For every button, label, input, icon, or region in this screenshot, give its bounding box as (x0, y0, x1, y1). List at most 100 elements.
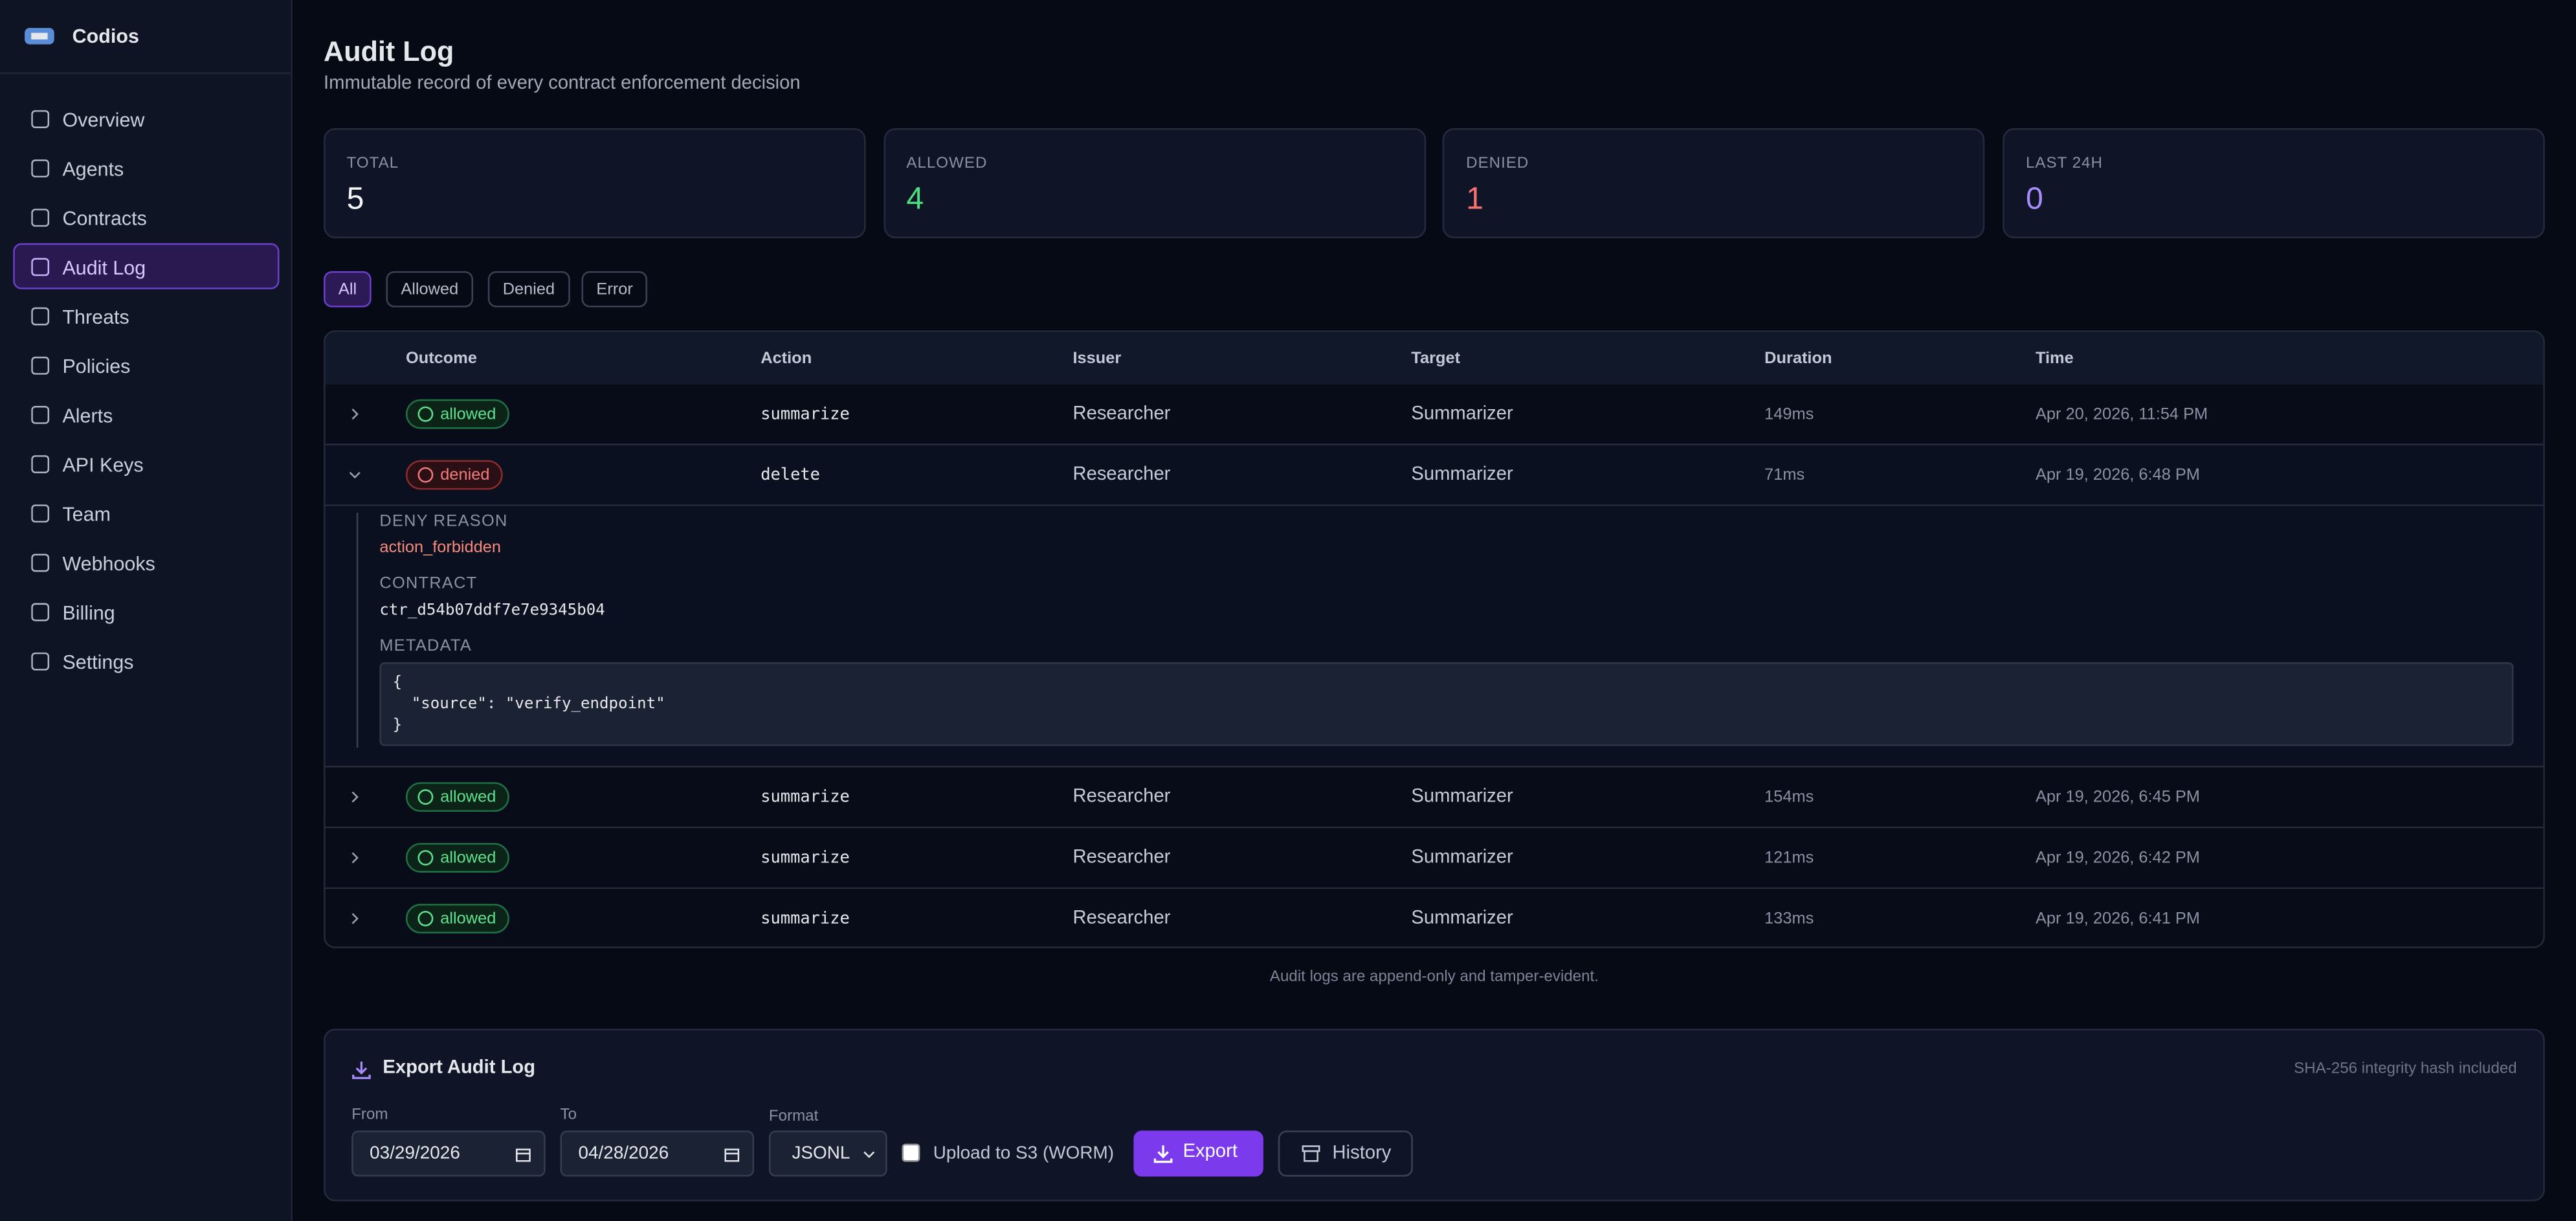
stat-card: ALLOWED 4 (883, 128, 1426, 239)
logo (25, 28, 54, 45)
nav-icon (31, 208, 50, 227)
nav-icon (31, 603, 50, 622)
format-value: JSONL (792, 1143, 850, 1164)
nav-item[interactable]: Agents (13, 144, 279, 190)
stat-label: DENIED (1466, 154, 1529, 173)
column-header: Issuer (1072, 350, 1122, 368)
s3-label: Upload to S3 (WORM) (933, 1143, 1115, 1164)
nav-item[interactable]: Contracts (13, 194, 279, 240)
to-label: To (560, 1106, 577, 1125)
archive-icon (1302, 1145, 1320, 1162)
nav-label: API Keys (62, 453, 144, 477)
issuer: Researcher (1072, 404, 1171, 424)
nav-item[interactable]: API Keys (13, 440, 279, 486)
filter-button[interactable]: Allowed (386, 271, 474, 308)
from-label: From (351, 1106, 388, 1125)
chevron (351, 409, 359, 420)
outcome-text: allowed (440, 789, 496, 807)
nav-item[interactable]: Settings (13, 638, 279, 684)
detail-bar (356, 512, 359, 748)
outcome-icon (417, 406, 434, 422)
time: Apr 19, 2026, 6:48 PM (2035, 466, 2200, 485)
nav-label: Webhooks (62, 552, 155, 576)
outcome-badge: allowed (405, 782, 509, 812)
outcome-badge: allowed (405, 843, 509, 873)
metadata: { "source": "verify_endpoint" } (379, 662, 2514, 746)
nav-label: Agents (62, 157, 124, 181)
action: summarize (761, 910, 850, 929)
download-icon (352, 1061, 371, 1079)
nav-icon (31, 405, 50, 424)
expanded-details: DENY REASON action_forbidden CONTRACT ctr_d… (325, 506, 2544, 768)
table-row[interactable]: allowed summarize Researcher Summarizer 121m… (325, 828, 2544, 890)
nav-icon (31, 258, 50, 276)
outcome-text: allowed (440, 405, 496, 424)
stat-card: TOTAL 5 (324, 128, 866, 239)
contract-id: ctr_d54b07ddf7e7e9345b04 (379, 601, 605, 620)
column-header: Action (761, 350, 812, 368)
sidebar: Codios Overview Agents Contracts Audit Log T… (0, 0, 293, 1221)
nav-label: Team (62, 502, 111, 526)
action: summarize (761, 789, 850, 807)
column-header: Outcome (405, 350, 477, 368)
column-header: Duration (1764, 350, 1832, 368)
target: Summarizer (1411, 465, 1513, 485)
outcome-text: allowed (440, 910, 496, 929)
nav-icon (31, 554, 50, 572)
format-select[interactable]: JSONL (768, 1130, 887, 1177)
nav-icon (31, 110, 50, 128)
outcome-badge: denied (405, 460, 503, 490)
to-input[interactable]: 04/28/2026 (560, 1130, 755, 1177)
nav-item[interactable]: Alerts (13, 391, 279, 437)
issuer: Researcher (1072, 465, 1171, 485)
table-row[interactable]: allowed summarize Researcher Summarizer 133m… (325, 889, 2544, 947)
history-button[interactable]: History (1278, 1130, 1413, 1177)
nav-item[interactable]: Overview (13, 95, 279, 141)
duration: 133ms (1764, 910, 1814, 929)
export-panel: Export Audit Log SHA-256 integrity hash … (324, 1028, 2545, 1202)
column-header: Time (2035, 350, 2074, 368)
nav-icon (31, 159, 50, 178)
table-row[interactable]: denied delete Researcher Summarizer 71ms Apr … (325, 445, 2544, 506)
nav-icon (31, 356, 50, 375)
nav-item[interactable]: Billing (13, 588, 279, 634)
s3-checkbox[interactable] (902, 1143, 920, 1162)
table-row[interactable]: allowed summarize Researcher Summarizer 154m… (325, 767, 2544, 829)
from-value: 03/29/2026 (370, 1143, 460, 1164)
stat-card: DENIED 1 (1443, 128, 1986, 239)
nav-label: Contracts (62, 207, 147, 230)
nav-item[interactable]: Policies (13, 342, 279, 388)
nav-label: Alerts (62, 404, 113, 427)
chevron (351, 791, 359, 803)
nav-item[interactable]: Webhooks (13, 539, 279, 585)
outcome-icon (417, 789, 434, 805)
stat-value: 4 (906, 182, 924, 218)
nav-item[interactable]: Team (13, 489, 279, 535)
brand: Codios (72, 25, 139, 48)
duration: 121ms (1764, 849, 1814, 868)
export-button[interactable]: Export (1133, 1130, 1263, 1177)
history-label: History (1332, 1143, 1392, 1164)
target: Summarizer (1411, 908, 1513, 929)
outcome-badge: allowed (405, 399, 509, 429)
time: Apr 19, 2026, 6:42 PM (2035, 849, 2200, 868)
filter-button[interactable]: All (324, 271, 372, 308)
duration: 71ms (1764, 466, 1805, 485)
to-value: 04/28/2026 (578, 1143, 669, 1164)
nav-icon (31, 455, 50, 474)
metadata-label: METADATA (379, 637, 472, 656)
nav-item[interactable]: Audit Log (13, 243, 280, 289)
outcome-text: allowed (440, 849, 496, 868)
filter-button[interactable]: Error (581, 271, 648, 308)
nav-item[interactable]: Threats (13, 293, 279, 339)
target: Summarizer (1411, 847, 1513, 868)
chevron (351, 852, 359, 864)
action: summarize (761, 849, 850, 868)
time: Apr 19, 2026, 6:41 PM (2035, 910, 2200, 929)
table-row[interactable]: allowed summarize Researcher Summarizer 149m… (325, 384, 2544, 445)
from-input[interactable]: 03/29/2026 (351, 1130, 546, 1177)
filter-button[interactable]: Denied (487, 271, 570, 308)
format-label: Format (768, 1107, 819, 1126)
outcome-badge: allowed (405, 904, 509, 934)
